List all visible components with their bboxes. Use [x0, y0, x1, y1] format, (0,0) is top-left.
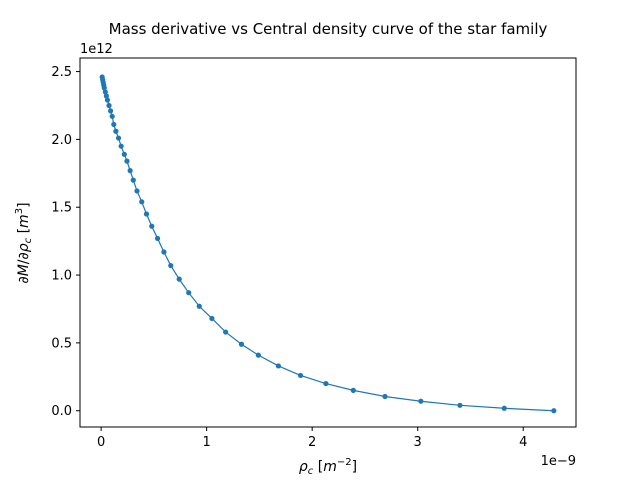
data-point: [127, 168, 133, 174]
y-tick-label: 2.0: [51, 133, 72, 148]
y-axis-label: ∂M/∂ρc [m3]: [14, 202, 34, 283]
x-tick-label: 2: [308, 435, 316, 450]
data-point: [176, 276, 182, 282]
y-offset-label: 1e12: [80, 42, 113, 57]
data-point: [149, 223, 155, 229]
x-tick-label: 0: [97, 435, 105, 450]
data-point: [130, 177, 136, 183]
data-point: [297, 372, 304, 379]
data-point: [382, 393, 388, 400]
data-point: [154, 235, 161, 242]
data-point: [350, 387, 356, 393]
data-point: [115, 135, 122, 141]
x-tick-label: 4: [519, 435, 527, 450]
data-point: [501, 405, 507, 411]
data-point: [238, 341, 245, 347]
data-point: [111, 121, 117, 128]
y-tick-label: 2.5: [51, 65, 72, 80]
data-point: [223, 329, 229, 335]
y-tick-label: 1.0: [51, 269, 72, 284]
data-point: [103, 93, 109, 99]
chart-title: Mass derivative vs Central density curve…: [109, 20, 548, 38]
data-point: [124, 158, 130, 164]
data-point: [168, 262, 174, 269]
y-axis-ticks: 0.0 0.5 1.0 1.5 2.0 2.5: [51, 65, 80, 419]
data-point: [418, 398, 424, 404]
x-offset-label: 1e−9: [541, 454, 576, 469]
data-point: [551, 408, 557, 414]
data-point: [113, 128, 119, 134]
data-point: [134, 188, 140, 194]
data-point: [104, 97, 111, 103]
data-point: [108, 108, 114, 114]
data-point: [118, 143, 124, 149]
x-tick-label: 1: [202, 435, 210, 450]
data-point: [102, 89, 108, 95]
plot-frame: [79, 57, 577, 428]
plot-area: [80, 58, 576, 427]
y-tick-label: 1.5: [51, 201, 72, 216]
data-point: [106, 102, 112, 109]
series-layer: [99, 74, 557, 414]
data-point: [323, 380, 329, 387]
svg-text:∂M/∂ρc [m3]: ∂M/∂ρc [m3]: [14, 202, 34, 283]
data-point: [209, 315, 215, 322]
x-tick-label: 3: [414, 435, 422, 450]
y-tick-label: 0.5: [51, 336, 72, 351]
data-point: [121, 151, 127, 157]
data-point: [139, 199, 145, 205]
y-tick-label: 0.0: [51, 404, 72, 419]
data-point: [196, 303, 202, 309]
data-point: [255, 352, 261, 358]
data-point: [275, 363, 281, 369]
data-point: [186, 290, 192, 296]
data-point: [161, 249, 167, 255]
data-point: [109, 113, 115, 119]
data-point: [457, 402, 463, 408]
data-point: [143, 211, 150, 217]
x-axis-label: ρc [m−2]: [299, 457, 357, 477]
data-point: [101, 85, 107, 91]
x-axis-ticks: 0 1 2 3 4: [97, 427, 527, 450]
